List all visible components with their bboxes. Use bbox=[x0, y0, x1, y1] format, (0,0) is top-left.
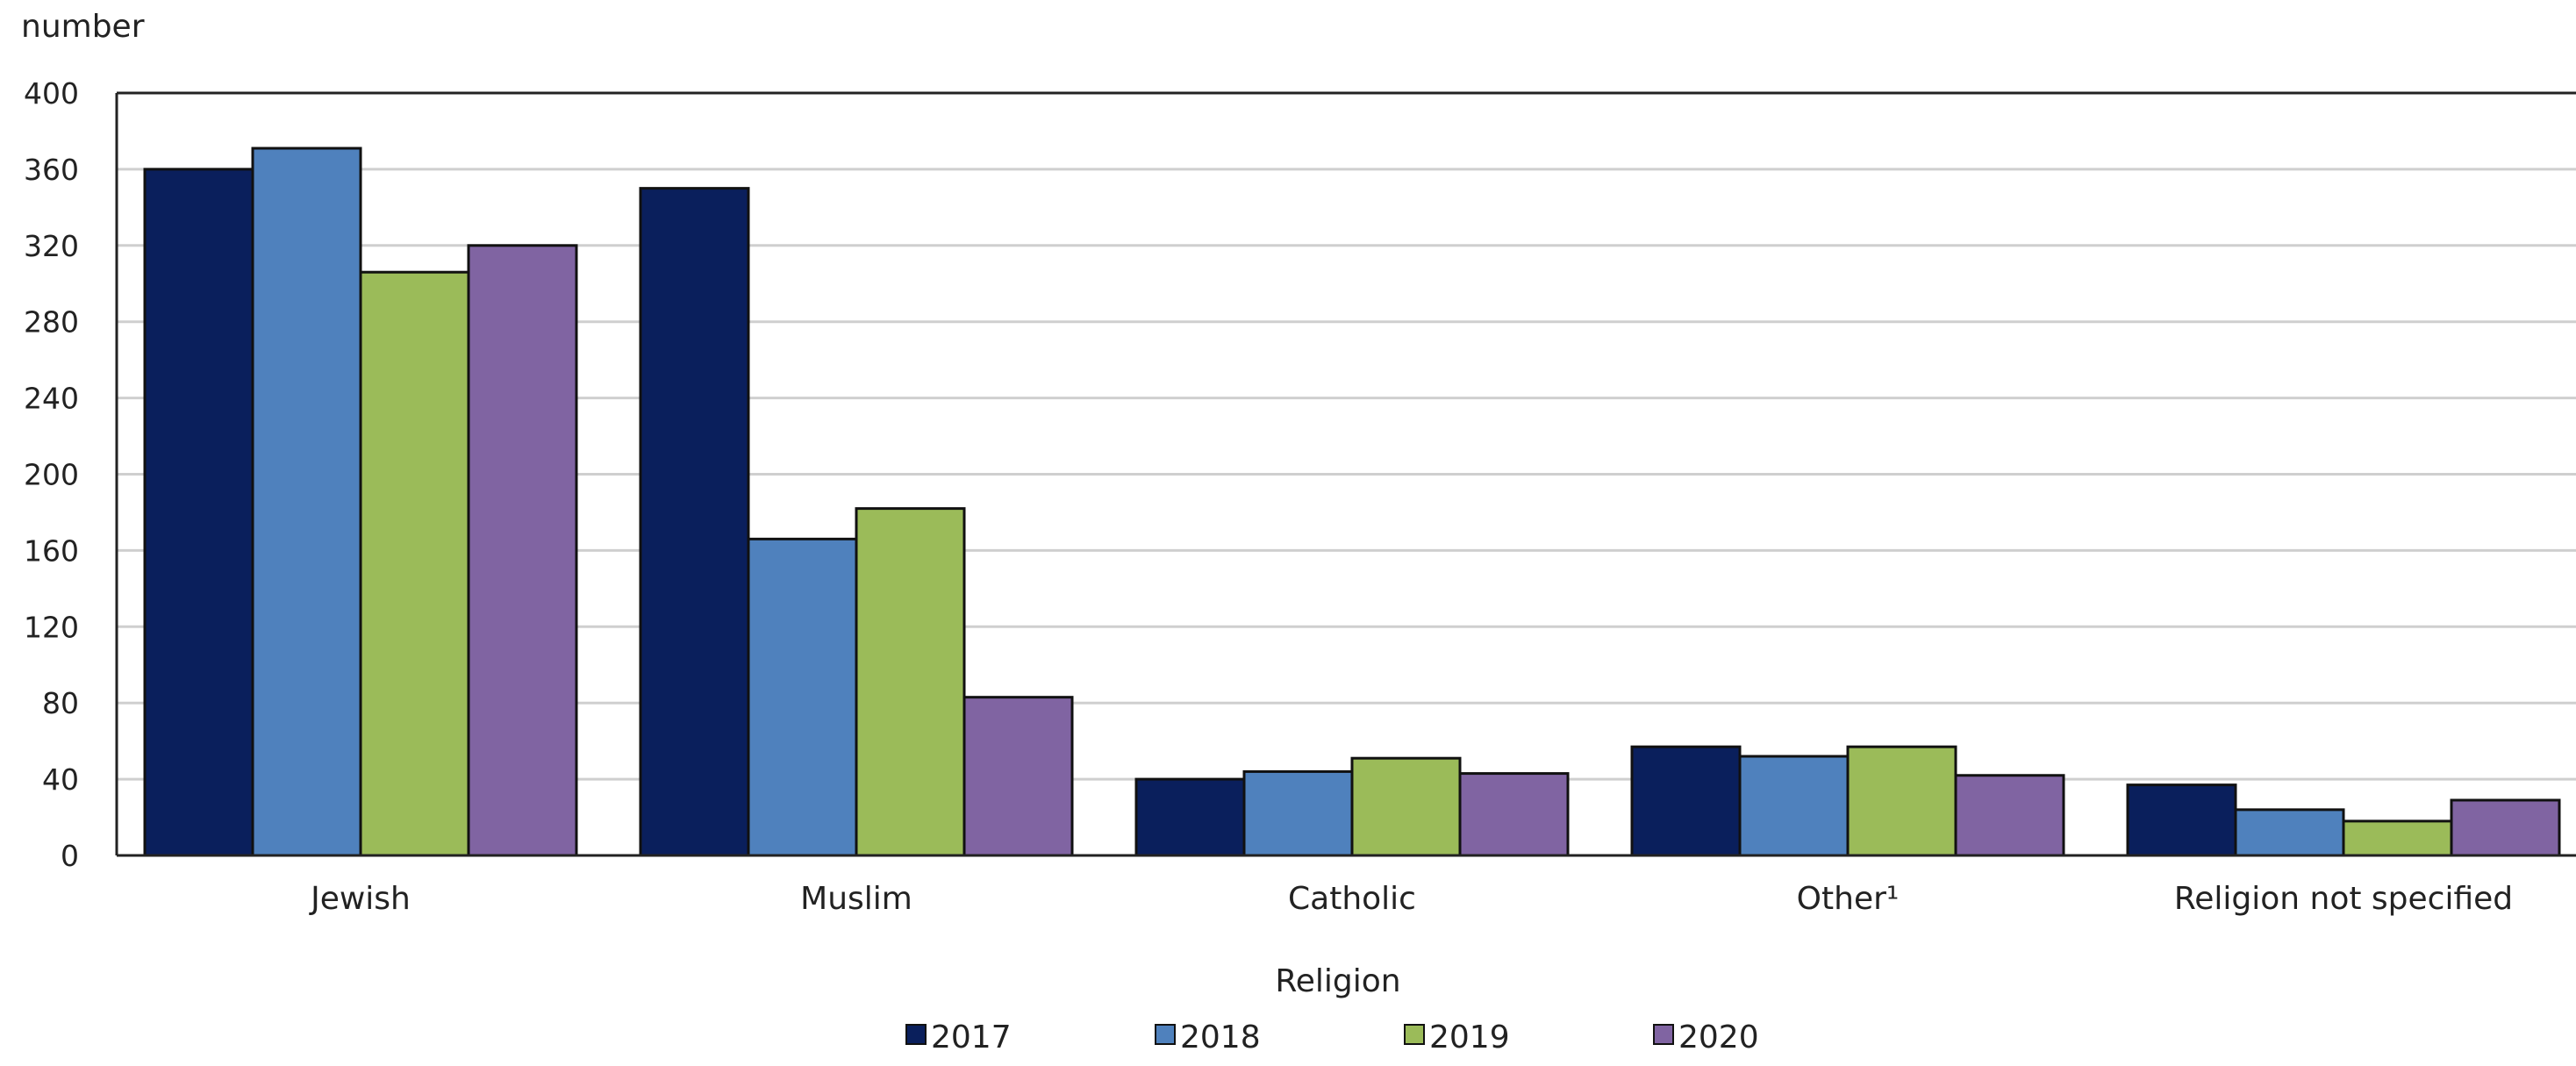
x-axis-title: Religion bbox=[1275, 963, 1400, 999]
bar-2019-4 bbox=[2342, 819, 2453, 857]
y-tick-label: 360 bbox=[24, 153, 79, 187]
bar-2019-3 bbox=[1846, 745, 1957, 857]
legend-label-2020: 2020 bbox=[1678, 1019, 1759, 1055]
bar-2018-1 bbox=[747, 537, 858, 857]
x-category-label: Catholic bbox=[1288, 881, 1416, 917]
y-tick-label: 400 bbox=[24, 76, 79, 111]
bar-2017-2 bbox=[1134, 777, 1246, 857]
bar-2020-3 bbox=[1954, 774, 2065, 857]
legend: 2017 2018 2019 2020 bbox=[905, 1019, 1759, 1055]
bar-2017-1 bbox=[639, 187, 750, 857]
x-category-labels: Jewish Muslim Catholic Other¹ Religion not s… bbox=[309, 881, 2513, 917]
y-tick-label: 0 bbox=[61, 839, 79, 873]
y-tick-label: 40 bbox=[42, 762, 79, 797]
x-category-label: Jewish bbox=[309, 881, 411, 917]
bar-2017-0 bbox=[143, 168, 254, 857]
y-tick-label: 240 bbox=[24, 382, 79, 416]
bar-2018-0 bbox=[251, 147, 362, 857]
bars bbox=[143, 147, 2561, 857]
x-category-label: Other¹ bbox=[1797, 881, 1900, 917]
legend-label-2019: 2019 bbox=[1429, 1019, 1510, 1055]
bar-2020-1 bbox=[962, 696, 1074, 857]
legend-label-2017: 2017 bbox=[931, 1019, 1012, 1055]
bar-2019-1 bbox=[855, 507, 966, 857]
legend-swatch-2018 bbox=[1155, 1024, 1176, 1045]
y-tick-label: 120 bbox=[24, 610, 79, 644]
y-tick-label: 280 bbox=[24, 305, 79, 340]
legend-swatch-2019 bbox=[1404, 1024, 1425, 1045]
y-tick-label: 320 bbox=[24, 229, 79, 263]
bar-2019-2 bbox=[1350, 756, 1462, 857]
bar-2017-4 bbox=[2126, 783, 2237, 857]
bar-2020-4 bbox=[2450, 798, 2561, 857]
bar-2018-3 bbox=[1738, 755, 1850, 857]
bar-2018-4 bbox=[2234, 808, 2345, 857]
y-tick-label: 200 bbox=[24, 458, 79, 492]
y-axis-title: number bbox=[21, 9, 145, 45]
axes bbox=[115, 91, 2576, 857]
bar-2020-0 bbox=[467, 244, 578, 857]
legend-swatch-2020 bbox=[1653, 1024, 1674, 1045]
x-category-label: Muslim bbox=[800, 881, 912, 917]
bar-2020-2 bbox=[1458, 772, 1570, 857]
y-tick-label: 80 bbox=[42, 686, 79, 720]
bar-2017-3 bbox=[1630, 745, 1742, 857]
x-category-label: Religion not specified bbox=[2174, 881, 2513, 917]
legend-label-2018: 2018 bbox=[1180, 1019, 1261, 1055]
bar-2019-0 bbox=[359, 270, 470, 857]
bar-2018-2 bbox=[1242, 769, 1354, 857]
legend-swatch-2017 bbox=[905, 1024, 927, 1045]
y-tick-labels: 0 40 80 120 160 200 240 280 320 360 400 bbox=[24, 76, 79, 873]
y-tick-label: 160 bbox=[24, 533, 79, 568]
